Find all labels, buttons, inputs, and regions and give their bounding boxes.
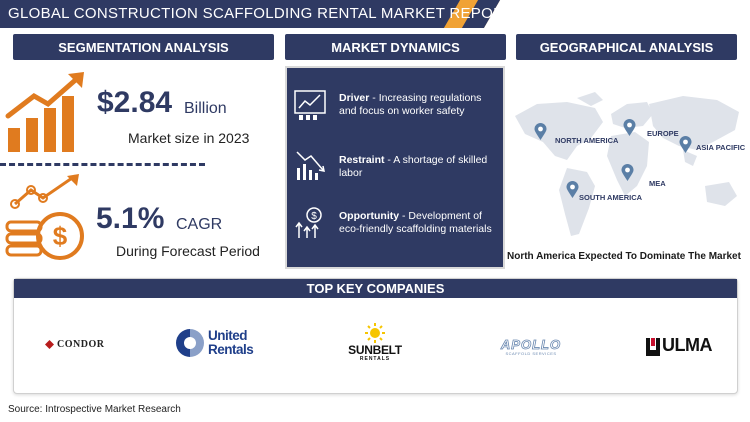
title-bar — [0, 0, 480, 28]
europe-pin-icon — [623, 119, 636, 136]
ulma-mark-icon — [646, 337, 660, 356]
cagr-label: During Forecast Period — [116, 243, 260, 259]
ulma-logo: ULMA — [646, 335, 713, 356]
growth-dollar-icon: $ — [295, 207, 322, 238]
geo-caption: North America Expected To Dominate The M… — [507, 251, 741, 262]
sunbelt-logo: SUNBELT RENTALS — [345, 323, 405, 365]
opportunity-text: Opportunity - Development of eco-friendl… — [339, 210, 492, 235]
page-title: GLOBAL CONSTRUCTION SCAFFOLDING RENTAL M… — [8, 5, 514, 22]
world-map: NORTH AMERICA EUROPE ASIA PACIFIC MEA SO… — [507, 86, 747, 246]
condor-wordmark: CONDOR — [57, 339, 105, 350]
declining-chart-icon — [296, 151, 325, 180]
sun-icon — [365, 323, 385, 343]
cagr-coin-icon: $ — [5, 174, 84, 260]
growth-bar-chart-icon — [5, 72, 84, 152]
companies-header: TOP KEY COMPANIES — [14, 279, 737, 298]
section-divider — [0, 163, 205, 166]
source-note: Source: Introspective Market Research — [8, 404, 181, 415]
north-america-pin-icon — [534, 123, 547, 140]
apollo-logo: APOLLO SCAFFOLD SERVICES — [491, 337, 571, 357]
sunbelt-wordmark: SUNBELT — [348, 343, 402, 357]
market-size-unit: Billion — [184, 100, 227, 117]
apollo-wordmark: APOLLO — [500, 337, 562, 353]
sunbelt-subtitle: RENTALS — [359, 356, 391, 362]
united-rentals-wordmark: United Rentals — [208, 328, 254, 357]
region-asia-pacific: ASIA PACIFIC — [696, 143, 746, 152]
region-mea: MEA — [649, 179, 666, 188]
united-rentals-logo: United Rentals — [175, 327, 260, 359]
restraint-text: Restraint - A shortage of skilled labor — [339, 154, 488, 179]
south-america-pin-icon — [566, 181, 579, 198]
united-rentals-mark-icon — [176, 329, 204, 357]
geographical-header: GEOGRAPHICAL ANALYSIS — [516, 34, 737, 60]
dynamics-header: MARKET DYNAMICS — [285, 34, 506, 60]
asia-pacific-pin-icon — [679, 136, 692, 153]
companies-box: TOP KEY COMPANIES CONDOR United Rentals … — [13, 278, 738, 394]
dynamics-panel: Driver - Increasing regulations and focu… — [285, 66, 505, 269]
driver-text: Driver - Increasing regulations and focu… — [339, 92, 482, 117]
condor-diamond-icon — [45, 340, 54, 349]
mea-pin-icon — [621, 164, 634, 181]
market-size-label: Market size in 2023 — [128, 130, 250, 146]
region-south-america: SOUTH AMERICA — [579, 193, 643, 202]
svg-text:$: $ — [53, 221, 68, 251]
cagr-value: 5.1% — [96, 202, 165, 235]
market-size-value: $2.84 — [97, 86, 173, 119]
region-europe: EUROPE — [647, 129, 679, 138]
region-north-america: NORTH AMERICA — [555, 136, 619, 145]
condor-logo: CONDOR — [45, 339, 104, 350]
apollo-subtitle: SCAFFOLD SERVICES — [505, 351, 557, 356]
ulma-wordmark: ULMA — [662, 335, 713, 355]
chart-monitor-icon — [294, 90, 326, 120]
segmentation-header: SEGMENTATION ANALYSIS — [13, 34, 274, 60]
cagr-unit: CAGR — [176, 216, 223, 233]
svg-text:$: $ — [311, 211, 317, 222]
